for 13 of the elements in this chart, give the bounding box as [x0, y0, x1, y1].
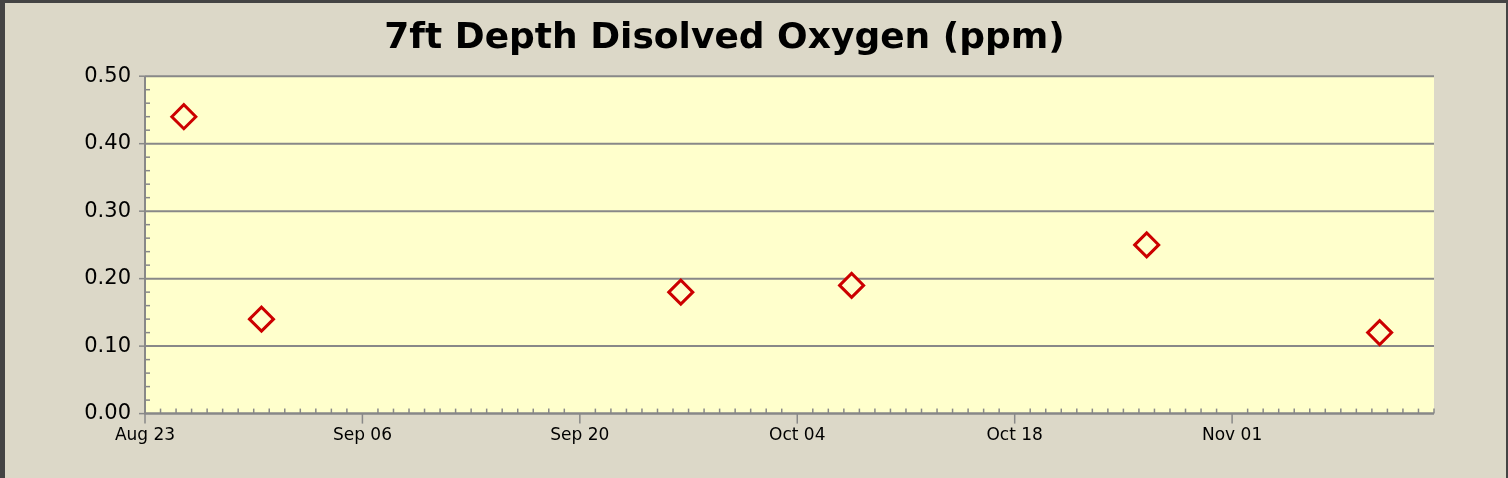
chart-title: 7ft Depth Disolved Oxygen (ppm) [384, 14, 1065, 56]
y-tick-label: 0.10 [84, 332, 131, 357]
y-tick-label: 0.00 [84, 400, 131, 425]
x-tick-label: Aug 23 [114, 424, 176, 445]
x-tick-label: Oct 18 [986, 424, 1043, 445]
y-tick-label: 0.30 [84, 197, 131, 222]
x-tick-label: Sep 20 [550, 424, 610, 445]
y-tick-label: 0.50 [84, 62, 131, 87]
x-tick-label: Nov 01 [1202, 424, 1263, 445]
x-tick-label: Oct 04 [769, 424, 826, 445]
y-tick-label: 0.40 [84, 130, 131, 155]
y-tick-label: 0.20 [84, 265, 131, 290]
x-tick-label: Sep 06 [332, 424, 392, 445]
